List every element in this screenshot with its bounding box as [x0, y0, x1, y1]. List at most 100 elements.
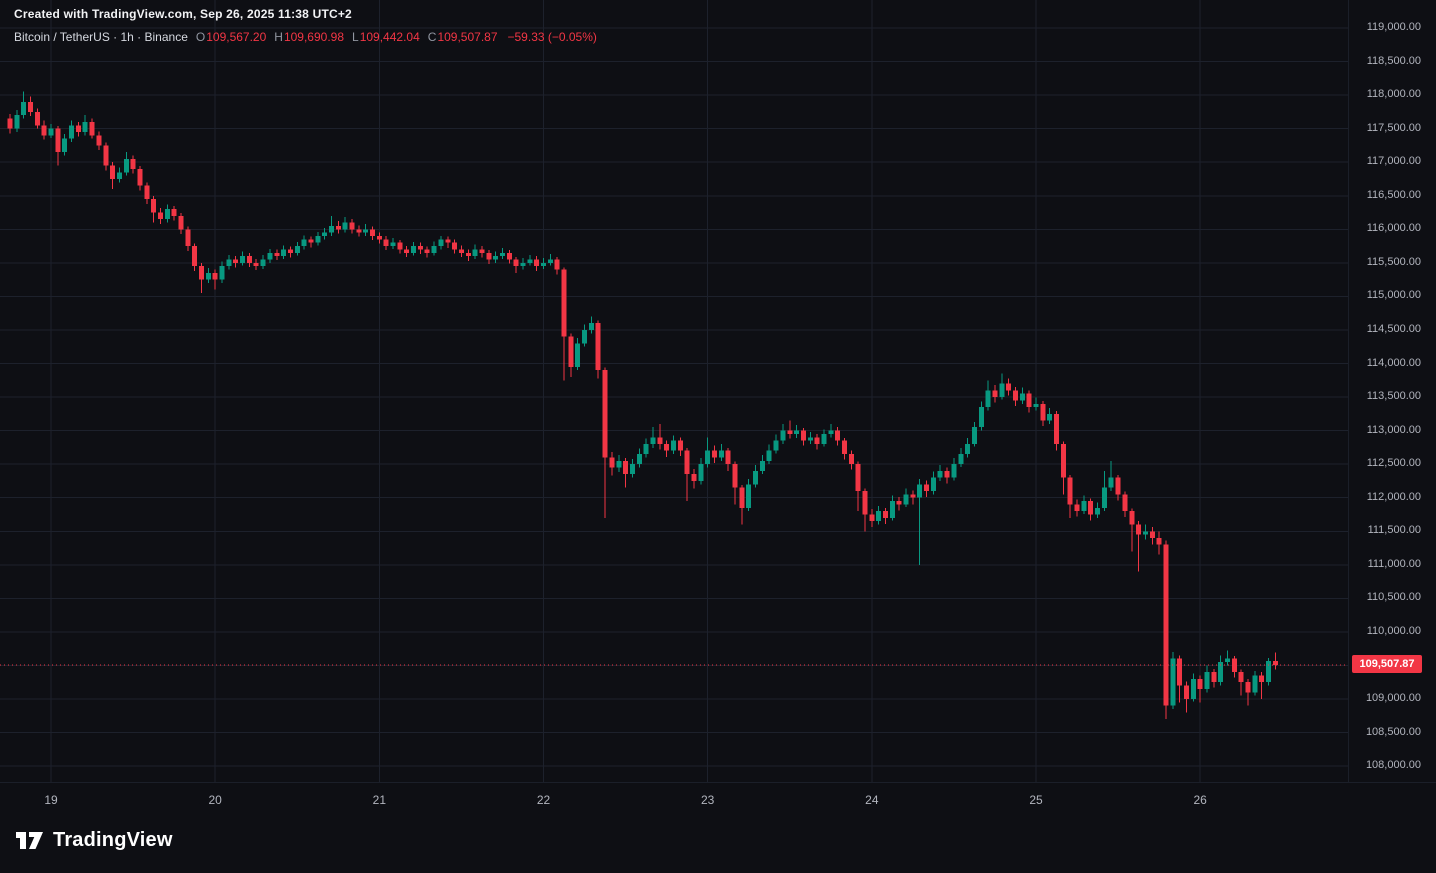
- candle-body: [281, 249, 287, 257]
- candlestick-chart[interactable]: [0, 0, 1348, 782]
- candle-body: [561, 269, 567, 337]
- candle-body: [896, 501, 902, 505]
- candle-body: [595, 323, 601, 371]
- open-readout: O 109,567.20: [196, 30, 266, 44]
- candle-body: [274, 252, 280, 257]
- candle-body: [800, 430, 806, 441]
- candle-body: [657, 437, 663, 445]
- price-tick-label: 115,000.00: [1366, 289, 1421, 302]
- candle-body: [1115, 477, 1121, 495]
- candle-body: [499, 252, 505, 257]
- attribution-text: Created with TradingView.com, Sep 26, 20…: [14, 7, 352, 21]
- candle-body: [568, 336, 574, 367]
- candle-body: [650, 437, 656, 445]
- candle-body: [924, 484, 930, 491]
- candle-body: [1142, 531, 1148, 535]
- price-tick-label: 110,000.00: [1366, 624, 1421, 637]
- high-label: H: [274, 30, 283, 44]
- candle-body: [69, 125, 75, 139]
- candle-body: [588, 323, 594, 330]
- candle-body: [178, 215, 184, 230]
- candle-body: [965, 444, 971, 455]
- price-scale[interactable]: 109,507.87 119,000.00 118,500.00 118,000.0…: [1348, 0, 1436, 782]
- candle-body: [411, 246, 417, 253]
- candle-body: [547, 259, 553, 263]
- candle-body: [835, 430, 841, 441]
- open-value: 109,567.20: [206, 30, 267, 44]
- candle-body: [1101, 487, 1107, 508]
- close-value: 109,507.87: [437, 30, 498, 44]
- candle-body: [294, 246, 300, 253]
- candle-body: [643, 444, 649, 455]
- candle-body: [541, 262, 547, 267]
- price-tick-label: 110,500.00: [1366, 591, 1421, 604]
- price-tick-label: 115,500.00: [1366, 255, 1421, 268]
- candle-body: [1122, 494, 1128, 512]
- candle-body: [342, 222, 348, 230]
- candle-body: [144, 185, 150, 200]
- price-tick-label: 114,000.00: [1366, 356, 1421, 369]
- price-tick-label: 116,000.00: [1366, 222, 1421, 235]
- candle-body: [1218, 662, 1224, 683]
- price-tick-label: 117,500.00: [1366, 121, 1421, 134]
- time-tick-label: 25: [1029, 793, 1043, 807]
- candle-body: [1177, 658, 1183, 686]
- candle-body: [110, 165, 116, 179]
- candle-body: [370, 229, 376, 237]
- candle-body: [930, 477, 936, 491]
- candle-body: [869, 514, 875, 522]
- candle-body: [794, 430, 800, 434]
- time-tick-label: 24: [865, 793, 879, 807]
- candle-body: [773, 440, 779, 451]
- candle-body: [670, 440, 676, 451]
- time-scale[interactable]: 19 20 21 22 23 24 25 26: [0, 782, 1436, 817]
- candle-body: [513, 259, 519, 267]
- candle-body: [705, 450, 711, 465]
- candle-body: [82, 121, 88, 133]
- candle-body: [506, 252, 512, 260]
- candle-body: [41, 125, 47, 136]
- candle-body: [1136, 524, 1142, 535]
- candle-body: [431, 246, 437, 253]
- candle-body: [424, 249, 430, 253]
- candle-body: [527, 259, 533, 263]
- candle-body: [1197, 678, 1203, 689]
- candle-body: [725, 450, 731, 465]
- candle-body: [246, 256, 252, 263]
- candle-body: [479, 249, 485, 253]
- candle-body: [814, 437, 820, 445]
- low-readout: L 109,442.04: [352, 30, 420, 44]
- price-tick-label: 113,500.00: [1366, 390, 1421, 403]
- candle-body: [582, 329, 588, 344]
- tradingview-branding[interactable]: TradingView: [16, 829, 173, 852]
- candle-body: [21, 101, 27, 116]
- low-label: L: [352, 30, 359, 44]
- time-tick-label: 20: [208, 793, 222, 807]
- candle-body: [848, 454, 854, 465]
- candle-body: [1060, 444, 1066, 478]
- candle-body: [14, 115, 20, 129]
- candle-body: [554, 259, 560, 270]
- price-tick-label: 111,000.00: [1367, 557, 1421, 570]
- candle-body: [226, 259, 232, 267]
- candle-body: [452, 242, 458, 250]
- candle-body: [301, 239, 307, 247]
- candle-body: [609, 457, 615, 468]
- candle-body: [575, 343, 581, 367]
- candle-body: [944, 470, 950, 478]
- candle-body: [349, 222, 355, 230]
- candle-body: [137, 168, 143, 186]
- candle-body: [636, 454, 642, 465]
- candle-body: [1272, 660, 1278, 665]
- candle-body: [171, 209, 177, 216]
- candle-body: [1190, 678, 1196, 699]
- candle-body: [623, 460, 629, 475]
- candle-body: [759, 460, 765, 471]
- tradingview-wordmark: TradingView: [53, 829, 173, 851]
- candle-body: [999, 383, 1005, 398]
- candle-body: [151, 199, 157, 213]
- candle-body: [240, 256, 246, 263]
- chart-pane[interactable]: Created with TradingView.com, Sep 26, 20…: [0, 0, 1348, 782]
- price-tick-label: 109,000.00: [1365, 692, 1421, 704]
- candle-body: [1204, 672, 1210, 689]
